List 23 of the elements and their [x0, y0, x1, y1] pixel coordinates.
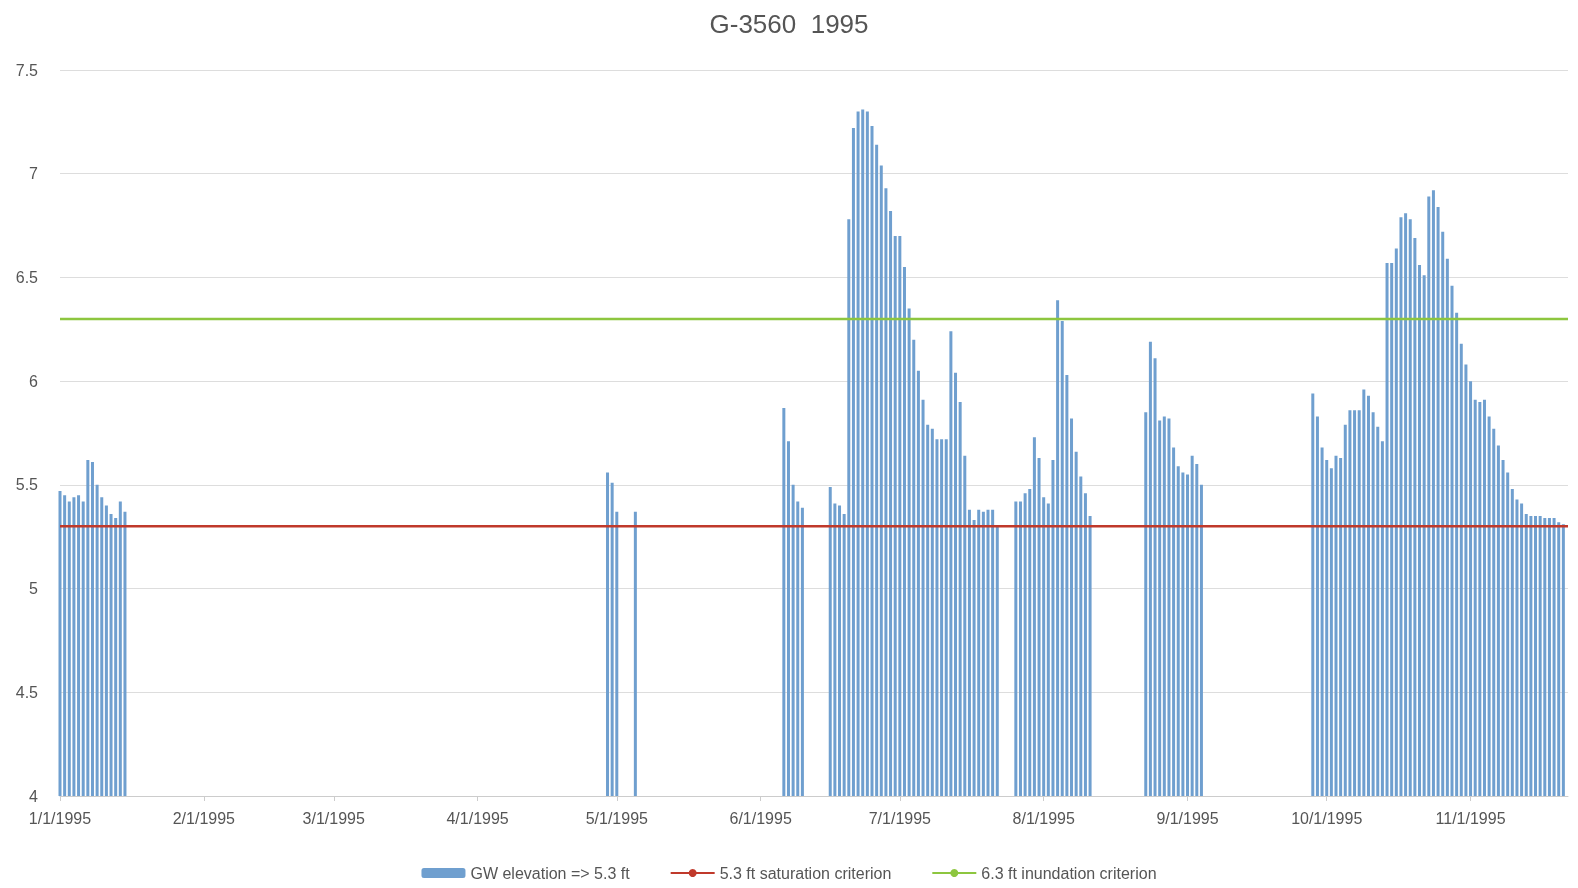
- y-tick-label: 6: [29, 372, 39, 390]
- x-tick-label: 8/1/1995: [1012, 809, 1075, 827]
- chart-title: G-3560 1995: [709, 9, 869, 39]
- y-tick-label: 5.5: [15, 476, 39, 494]
- y-tick-label: 6.5: [15, 268, 39, 286]
- y-tick-label: 5: [29, 580, 39, 598]
- x-tick-label: 1/1/1995: [28, 809, 92, 827]
- legend-label: GW elevation => 5.3 ft: [470, 864, 631, 882]
- y-tick-label: 7: [29, 165, 39, 183]
- x-tick-label: 10/1/1995: [1291, 809, 1363, 827]
- x-tick-label: 4/1/1995: [446, 809, 509, 827]
- x-tick-label: 6/1/1995: [729, 809, 792, 827]
- y-tick-label: 4: [29, 787, 39, 805]
- x-tick-label: 7/1/1995: [868, 809, 932, 827]
- y-tick-label: 4.5: [15, 683, 39, 701]
- legend-label: 6.3 ft inundation criterion: [981, 864, 1157, 882]
- y-tick-label: 7.5: [15, 61, 39, 79]
- x-tick-label: 3/1/1995: [302, 809, 365, 827]
- x-tick-label: 9/1/1995: [1156, 809, 1219, 827]
- x-tick-label: 11/1/1995: [1435, 809, 1506, 827]
- x-tick-label: 5/1/1995: [585, 809, 649, 827]
- x-tick-label: 2/1/1995: [172, 809, 236, 827]
- legend-label: 5.3 ft saturation criterion: [719, 864, 892, 882]
